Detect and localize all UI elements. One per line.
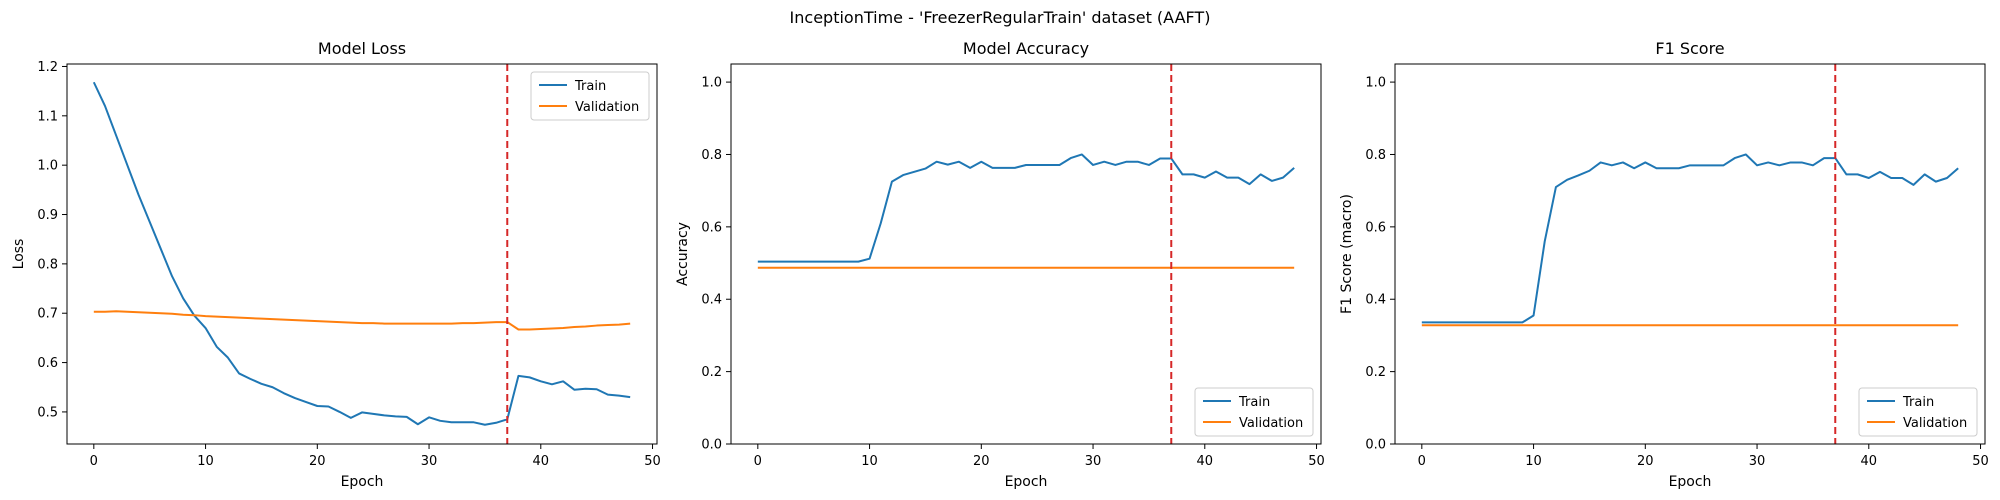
chart-2-ylabel: Accuracy — [675, 222, 691, 286]
chart-3-frame — [1394, 63, 1986, 445]
chart-1-xtick-label: 40 — [533, 454, 550, 469]
chart-2-legend-label-validation: Validation — [1239, 416, 1303, 431]
chart-3-xtick-label: 40 — [1861, 454, 1878, 469]
chart-1: Model Loss 0 10 20 30 40 50 0.5 0.6 0.7 0.8 0.9 1.0 1… — [11, 39, 661, 490]
chart-1-xtick-label: 30 — [421, 454, 438, 469]
chart-1-ytick-label: 0.9 — [37, 208, 58, 223]
chart-1-ylabel: Loss — [11, 239, 27, 270]
chart-1-ytick-label: 1.1 — [37, 109, 58, 124]
chart-3-legend-label-validation: Validation — [1903, 416, 1967, 431]
chart-3-legend: Train Validation — [1858, 387, 1978, 437]
chart-2-ytick-label: 0.6 — [701, 220, 722, 235]
chart-2-ytick-label: 0.4 — [701, 293, 722, 308]
chart-1-title: Model Loss — [318, 39, 406, 58]
chart-3: F1 Score 0 10 20 30 40 50 0.0 0.2 0.4 0.6 0.8 1.0 Epo… — [1339, 39, 1989, 490]
chart-2-xtick-label: 50 — [1308, 454, 1325, 469]
chart-2-ytick-label: 0.8 — [701, 148, 722, 163]
chart-2-ytick-label: 1.0 — [701, 76, 722, 91]
chart-3-xtick-label: 50 — [1972, 454, 1989, 469]
chart-3-xtick-label: 0 — [1418, 454, 1426, 469]
chart-1-xtick-label: 20 — [309, 454, 326, 469]
chart-1-ytick-label: 0.6 — [37, 356, 58, 371]
chart-1-ytick-label: 0.5 — [37, 405, 58, 420]
chart-3-plot-area — [1421, 64, 1959, 444]
chart-1-legend-label-validation: Validation — [575, 100, 639, 115]
chart-2-frame — [730, 63, 1322, 445]
chart-3-ytick-label: 1.0 — [1365, 76, 1386, 91]
chart-1-ytick-label: 1.2 — [37, 60, 58, 75]
chart-3-xtick-label: 10 — [1525, 454, 1542, 469]
chart-3-legend-label-train: Train — [1902, 395, 1934, 410]
chart-1-ytick-label: 0.7 — [37, 307, 58, 322]
chart-1-xtick-label: 10 — [197, 454, 214, 469]
chart-3-ytick-label: 0.2 — [1365, 365, 1386, 380]
chart-3-ytick-label: 0.8 — [1365, 148, 1386, 163]
chart-3-xlabel: Epoch — [1669, 474, 1712, 490]
chart-1-legend: Train Validation — [530, 71, 650, 121]
chart-3-ytick-label: 0.4 — [1365, 293, 1386, 308]
chart-2: Model Accuracy 0 10 20 30 40 50 0.0 0.2 0.4 0.6 0.8… — [675, 39, 1325, 490]
chart-2-plot-area — [757, 64, 1295, 444]
chart-1-legend-label-train: Train — [574, 79, 606, 94]
chart-2-xlabel: Epoch — [1005, 474, 1048, 490]
chart-2-title: Model Accuracy — [963, 39, 1089, 58]
chart-2-xtick-label: 40 — [1197, 454, 1214, 469]
chart-2-xtick-label: 0 — [754, 454, 762, 469]
chart-2-ytick-label: 0.2 — [701, 365, 722, 380]
chart-1-series-validation-line — [93, 310, 631, 331]
chart-2-xtick-label: 10 — [861, 454, 878, 469]
chart-3-ylabel: F1 Score (macro) — [1339, 194, 1355, 314]
chart-3-ytick-label: 0.0 — [1365, 438, 1386, 453]
chart-2-legend: Train Validation — [1194, 387, 1314, 437]
chart-1-plot-area — [92, 64, 631, 444]
chart-3-title: F1 Score — [1655, 39, 1724, 58]
chart-3-series-train-line — [1421, 153, 1959, 324]
chart-1-xtick-label: 50 — [644, 454, 661, 469]
figure-title: InceptionTime - 'FreezerRegularTrain' da… — [789, 8, 1211, 27]
chart-2-legend-label-train: Train — [1238, 395, 1270, 410]
chart-2-xtick-label: 20 — [973, 454, 990, 469]
chart-3-xtick-label: 20 — [1637, 454, 1654, 469]
chart-3-ytick-label: 0.6 — [1365, 220, 1386, 235]
chart-1-series-train-line — [92, 81, 631, 426]
chart-1-ytick-label: 0.8 — [37, 257, 58, 272]
chart-2-xtick-label: 30 — [1085, 454, 1102, 469]
chart-1-ytick-label: 1.0 — [37, 159, 58, 174]
chart-2-series-train-line — [757, 153, 1295, 263]
chart-1-xlabel: Epoch — [341, 474, 384, 490]
chart-1-frame — [66, 63, 658, 445]
chart-1-xtick-label: 0 — [90, 454, 98, 469]
chart-3-xtick-label: 30 — [1749, 454, 1766, 469]
chart-2-ytick-label: 0.0 — [701, 438, 722, 453]
